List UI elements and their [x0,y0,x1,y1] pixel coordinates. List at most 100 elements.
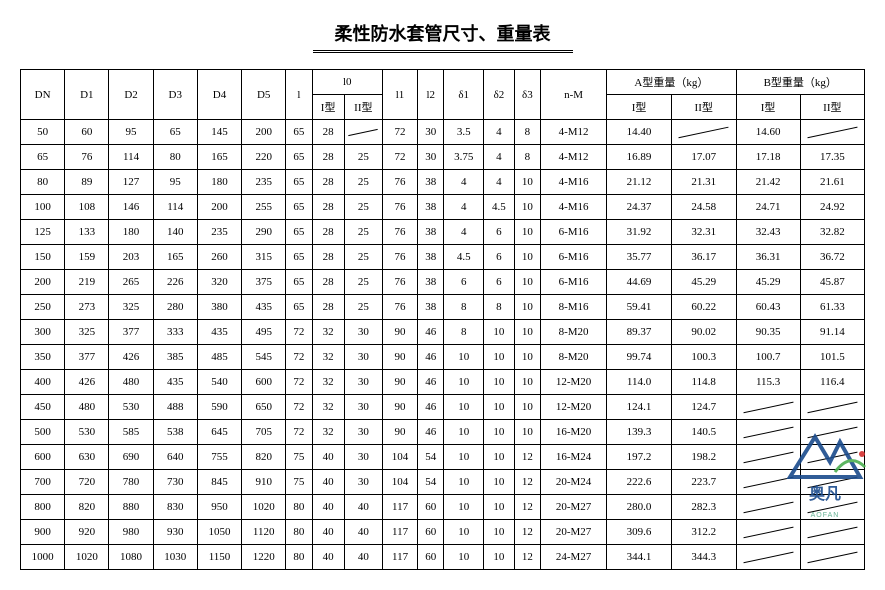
cell-d1: 3.5 [444,120,484,145]
cell-B_II: 21.61 [800,170,864,195]
cell-B_I: 100.7 [736,345,800,370]
cell-D4: 485 [197,345,241,370]
cell-D4: 200 [197,195,241,220]
cell-d3: 12 [514,545,540,570]
cell-B_II: 91.14 [800,320,864,345]
cell-D4: 645 [197,420,241,445]
cell-l2: 38 [418,195,444,220]
cell-d3: 10 [514,295,540,320]
title-underline [313,50,573,53]
cell-l0_II: 30 [344,420,382,445]
cell-l1: 76 [382,245,417,270]
cell-B_I: 115.3 [736,370,800,395]
cell-l2: 60 [418,495,444,520]
cell-D1: 60 [65,120,109,145]
cell-B_I [736,445,800,470]
cell-D2: 265 [109,270,153,295]
cell-B_I [736,395,800,420]
cell-d3: 10 [514,320,540,345]
cell-A_I: 44.69 [607,270,672,295]
table-row: 6006306906407558207540301045410101216-M2… [21,445,865,470]
cell-nM: 16-M20 [540,420,606,445]
cell-A_I: 14.40 [607,120,672,145]
cell-DN: 80 [21,170,65,195]
cell-l2: 54 [418,470,444,495]
cell-l1: 90 [382,395,417,420]
cell-D4: 380 [197,295,241,320]
cell-D5: 200 [242,120,286,145]
cell-l0_I: 32 [312,320,344,345]
col-D3: D3 [153,70,197,120]
cell-D4: 260 [197,245,241,270]
cell-d1: 8 [444,295,484,320]
cell-D3: 830 [153,495,197,520]
col-D4: D4 [197,70,241,120]
cell-D5: 545 [242,345,286,370]
cell-l2: 38 [418,270,444,295]
cell-D5: 290 [242,220,286,245]
cell-B_I: 45.29 [736,270,800,295]
cell-DN: 200 [21,270,65,295]
cell-D4: 845 [197,470,241,495]
cell-D3: 333 [153,320,197,345]
cell-DN: 600 [21,445,65,470]
cell-B_II: 24.92 [800,195,864,220]
cell-D4: 590 [197,395,241,420]
cell-B_II: 61.33 [800,295,864,320]
cell-D2: 1080 [109,545,153,570]
cell-l2: 46 [418,370,444,395]
table-row: 400426480435540600723230904610101012-M20… [21,370,865,395]
cell-l2: 30 [418,120,444,145]
cell-nM: 12-M20 [540,370,606,395]
cell-l: 75 [286,445,312,470]
cell-d2: 10 [484,370,515,395]
cell-D5: 600 [242,370,286,395]
cell-l1: 76 [382,170,417,195]
cell-nM: 16-M24 [540,445,606,470]
cell-l0_II: 25 [344,170,382,195]
cell-nM: 6-M16 [540,220,606,245]
cell-l0_I: 32 [312,420,344,445]
cell-D5: 705 [242,420,286,445]
cell-D4: 180 [197,170,241,195]
cell-d3: 12 [514,520,540,545]
cell-d3: 12 [514,470,540,495]
cell-DN: 1000 [21,545,65,570]
cell-DN: 50 [21,120,65,145]
cell-D2: 127 [109,170,153,195]
cell-l0_I: 28 [312,295,344,320]
cell-d3: 10 [514,395,540,420]
cell-d2: 8 [484,295,515,320]
cell-A_I: 139.3 [607,420,672,445]
table-row: 125133180140235290652825763846106-M1631.… [21,220,865,245]
cell-d3: 10 [514,345,540,370]
cell-DN: 700 [21,470,65,495]
cell-D1: 820 [65,495,109,520]
cell-l0_I: 40 [312,445,344,470]
cell-DN: 400 [21,370,65,395]
cell-D4: 950 [197,495,241,520]
cell-A_I: 99.74 [607,345,672,370]
cell-D3: 65 [153,120,197,145]
col-l0: l0 [312,70,382,95]
cell-d1: 10 [444,470,484,495]
cell-D5: 650 [242,395,286,420]
col-d2: δ2 [484,70,515,120]
cell-l1: 117 [382,545,417,570]
cell-d2: 6 [484,270,515,295]
cell-d2: 6 [484,245,515,270]
cell-l1: 104 [382,470,417,495]
cell-DN: 900 [21,520,65,545]
cell-B_I: 32.43 [736,220,800,245]
cell-l0_II [344,120,382,145]
cell-l2: 46 [418,345,444,370]
cell-D5: 820 [242,445,286,470]
cell-D2: 114 [109,145,153,170]
cell-l0_II: 25 [344,270,382,295]
cell-d2: 10 [484,545,515,570]
table-row: 450480530488590650723230904610101012-M20… [21,395,865,420]
cell-d1: 4 [444,170,484,195]
cell-nM: 8-M20 [540,345,606,370]
col-l1: l1 [382,70,417,120]
cell-D4: 755 [197,445,241,470]
